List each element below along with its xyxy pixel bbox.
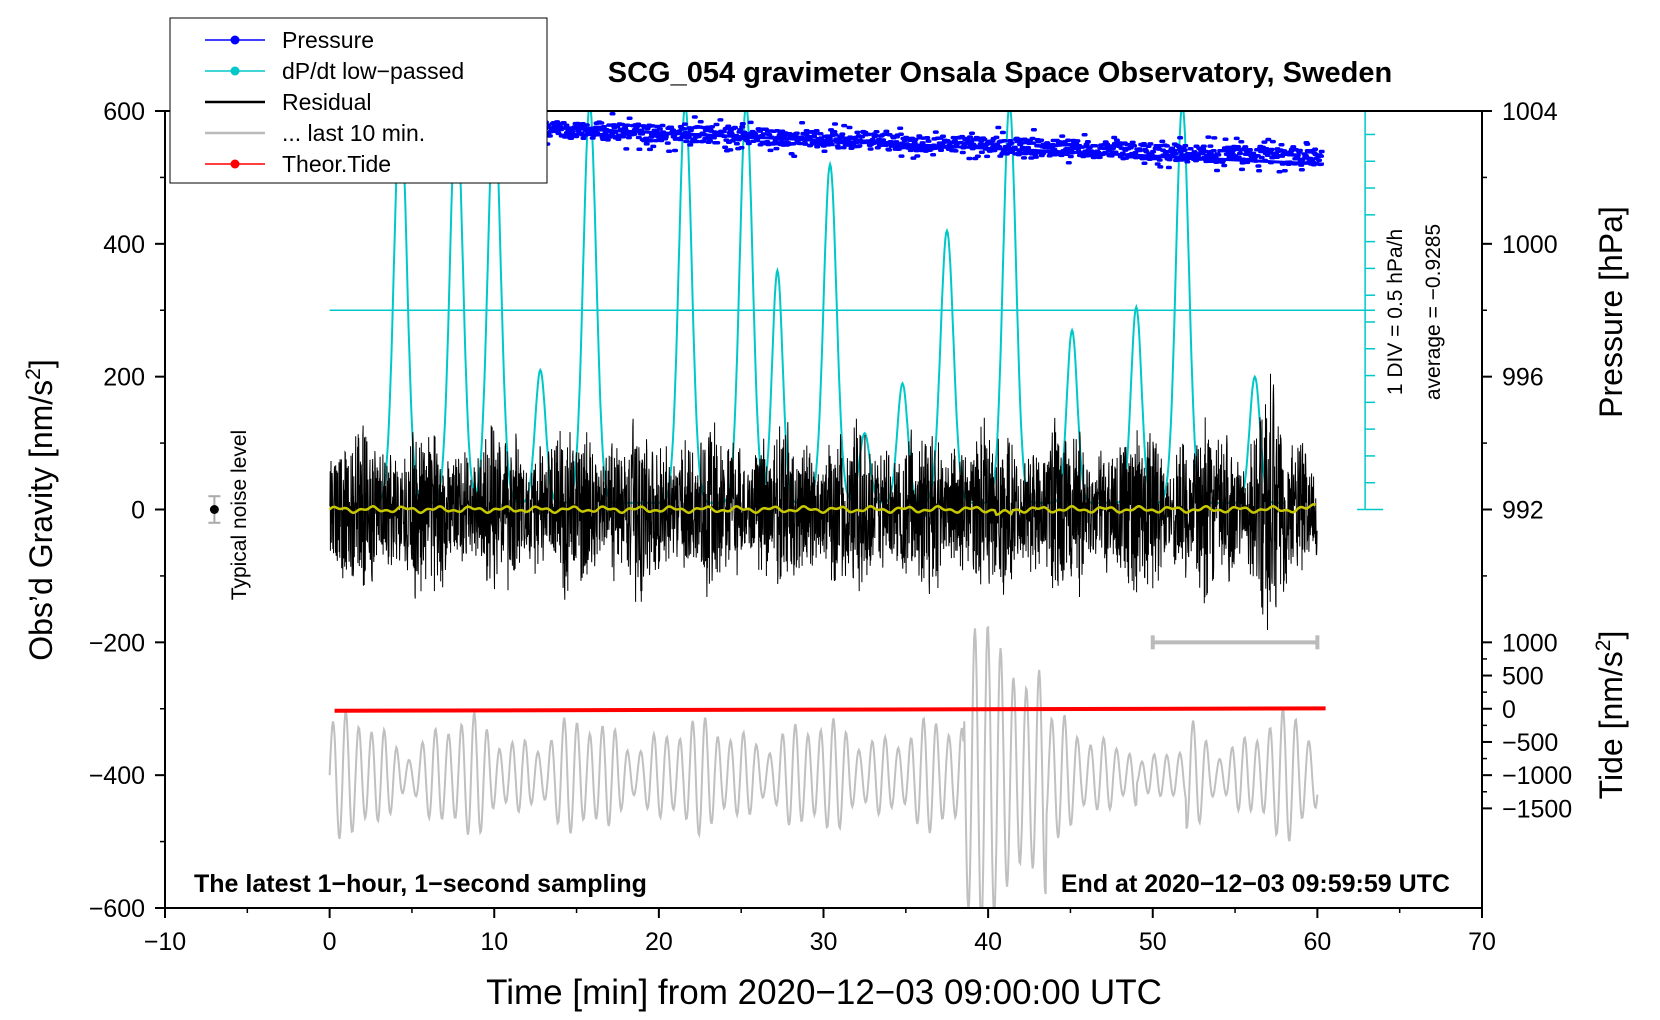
legend-label: dP/dt low−passed (282, 58, 464, 84)
chart-extras (208, 495, 1320, 650)
legend-box (169, 17, 548, 184)
chart-title: SCG_054 gravimeter Onsala Space Observat… (608, 57, 1392, 89)
plot-frame (164, 110, 1483, 909)
x-axis: −10 0 10 20 30 40 50 60 70 (144, 908, 1496, 956)
pressure-tick-label: 992 (1502, 497, 1544, 525)
annotation-right: End at 2020−12−03 09:59:59 UTC (1061, 870, 1450, 898)
y-tick-label: 0 (131, 497, 145, 525)
residual-smoothed-line (328, 503, 1316, 517)
pressure-tick-label: 1004 (1502, 98, 1558, 126)
last10-series (328, 625, 1319, 908)
noise-point (209, 505, 219, 514)
x-tick-label: −10 (144, 928, 186, 956)
y-tick-label: −600 (89, 895, 145, 923)
y-tick-label: 600 (103, 98, 145, 126)
noise-level-label: Typical noise level (228, 430, 251, 600)
pressure-tick-label: 1000 (1502, 231, 1558, 259)
legend-label: Pressure (282, 27, 374, 53)
tide-axis: 1000 500 0 −500 −1000 −1500 (1482, 629, 1572, 823)
tide-tick-label: −1500 (1502, 795, 1572, 823)
tide-series (334, 706, 1326, 713)
annotation-left: The latest 1−hour, 1−second sampling (194, 870, 647, 898)
y-tick-label: −400 (89, 762, 145, 790)
tide-tick-label: 500 (1502, 663, 1544, 691)
tide-tick-label: 1000 (1502, 629, 1558, 657)
residual-line (329, 373, 1318, 631)
x-tick-label: 20 (645, 928, 673, 956)
x-tick-label: 0 (323, 928, 337, 956)
x-tick-label: 10 (480, 928, 508, 956)
left-y-axis: 600 400 200 0 −200 −400 −600 (89, 98, 165, 923)
tide-axis-label-main: Tide [nm/s (1593, 651, 1629, 799)
residual-series (328, 373, 1318, 631)
last10-line (328, 625, 1319, 908)
y-tick-label: −200 (89, 629, 145, 657)
dpdt-scale-label: 1 DIV = 0.5 hPa/h (1384, 229, 1407, 395)
legend-label: Residual (282, 89, 372, 115)
pressure-axis-label: Pressure [hPa] (1593, 206, 1629, 418)
x-tick-label: 30 (810, 928, 838, 956)
dpdt-series (329, 111, 1375, 504)
tide-axis-label: Tide [nm/s2] (1592, 631, 1629, 800)
legend-marker (230, 159, 240, 169)
tide-tick-label: −1000 (1502, 762, 1572, 790)
x-tick-label: 40 (974, 928, 1002, 956)
y-tick-label: 400 (103, 231, 145, 259)
y-tick-label: 200 (103, 364, 145, 392)
dpdt-scale (1357, 111, 1384, 511)
legend-marker (230, 66, 240, 76)
legend-marker (230, 35, 240, 45)
tide-tick-label: −500 (1502, 729, 1558, 757)
legend: Pressure dP/dt low−passed Residual ... last… (169, 17, 548, 184)
y-axis-label-left: Obs’d Gravity [nm/s2] (22, 359, 59, 661)
y-axis-label-left-sup: 2 (22, 368, 45, 380)
x-tick-label: 60 (1303, 928, 1331, 956)
y-axis-label-left-end: ] (23, 359, 59, 368)
tide-axis-label-sup: 2 (1592, 640, 1615, 652)
x-tick-label: 50 (1139, 928, 1167, 956)
x-tick-label: 70 (1468, 928, 1496, 956)
pressure-axis: 100810041000996992 (1482, 98, 1558, 577)
pressure-tick-label: 996 (1502, 364, 1544, 392)
dpdt-average-label: average = −0.9285 (1422, 224, 1445, 400)
legend-label: Theor.Tide (282, 151, 391, 177)
tide-axis-label-end: ] (1593, 631, 1629, 640)
tide-line (334, 706, 1326, 713)
tide-tick-label: 0 (1502, 696, 1516, 724)
dpdt-line (378, 111, 1285, 504)
x-axis-label: Time [min] from 2020−12−03 09:00:00 UTC (486, 973, 1162, 1012)
legend-label: ... last 10 min. (282, 120, 425, 146)
y-axis-label-left-main: Obs’d Gravity [nm/s (23, 380, 59, 661)
